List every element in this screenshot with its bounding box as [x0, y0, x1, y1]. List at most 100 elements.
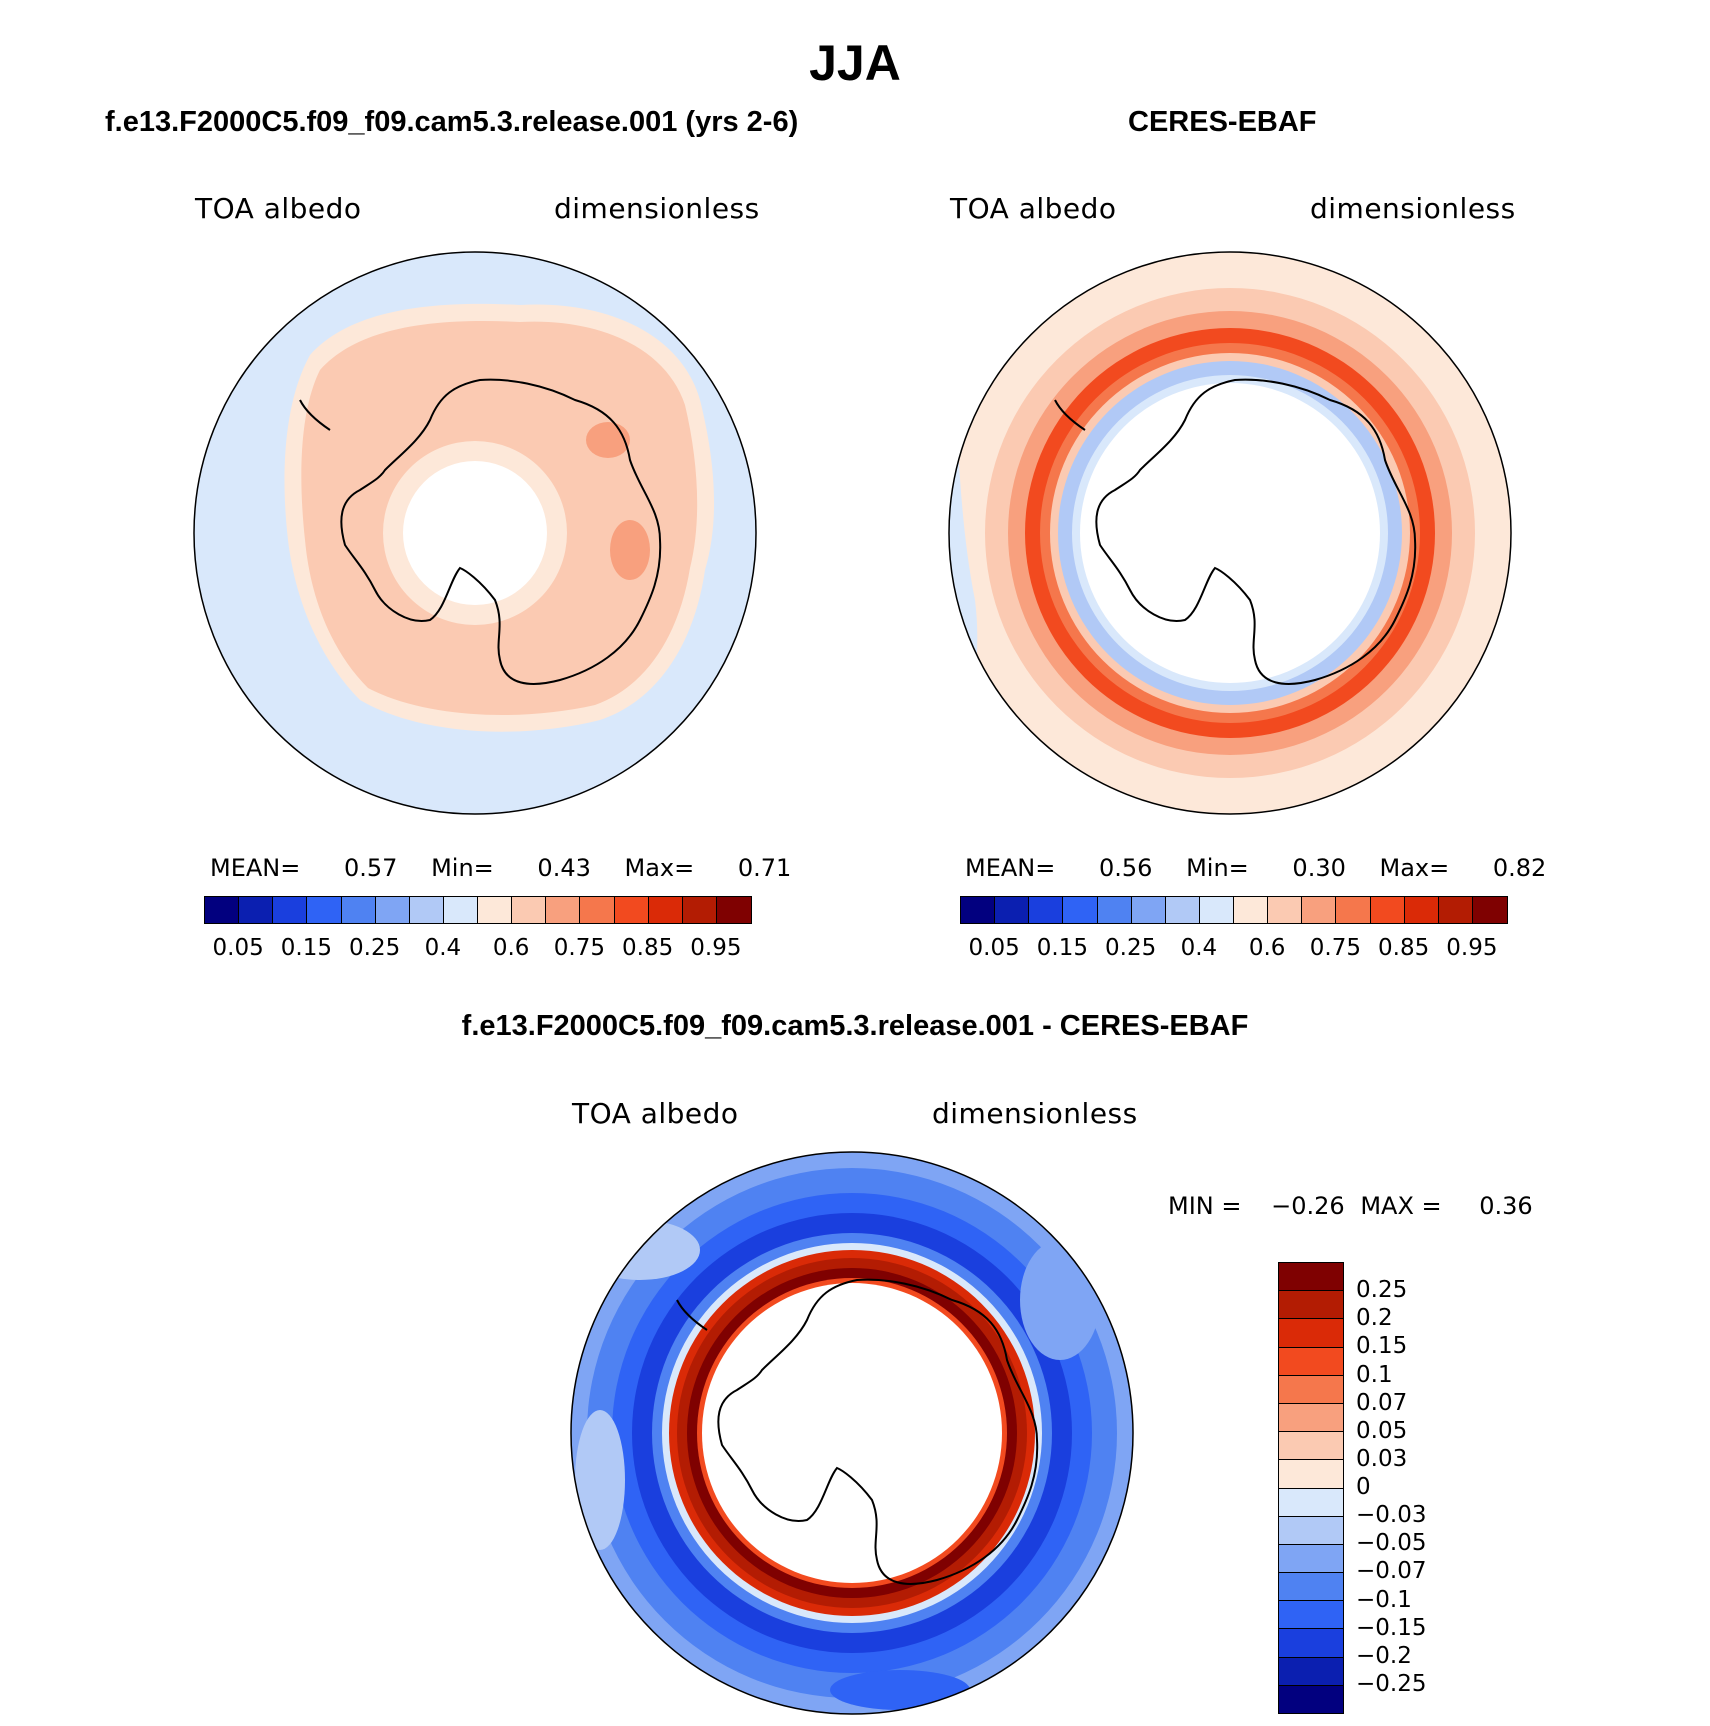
- panel-1-max-label: Max=: [624, 854, 695, 882]
- panel-1-colorbar-label: 0.05: [212, 935, 264, 961]
- panel-3-colorbar-swatch: [1279, 1432, 1343, 1461]
- panel-1-colorbar-swatch: [239, 897, 274, 923]
- panel-2-colorbar-label: 0.6: [1248, 935, 1286, 961]
- panel-1-colorbar-label: 0.85: [622, 935, 674, 961]
- panel-2-colorbar-label: 0.4: [1180, 935, 1218, 961]
- panel-3-colorbar: [1278, 1262, 1344, 1714]
- panel-3-colorbar-swatch: [1279, 1319, 1343, 1348]
- panel-2-colorbar-label: 0.85: [1378, 935, 1430, 961]
- panel-2-title: CERES-EBAF: [1128, 106, 1317, 138]
- panel-3-max-label: MAX =: [1360, 1192, 1442, 1220]
- panel-2-mean-label: MEAN=: [965, 854, 1056, 882]
- panel-3-colorbar-swatch: [1279, 1629, 1343, 1658]
- panel-1-colorbar-label: 0.25: [349, 935, 401, 961]
- panel-1-colorbar-swatch: [341, 897, 376, 923]
- panel-3-min-value: −0.26: [1271, 1192, 1345, 1220]
- panel-1-colorbar-label: 0.6: [492, 935, 530, 961]
- panel-2-colorbar-label: 0.75: [1309, 935, 1361, 961]
- panel-2-colorbar-swatch: [961, 897, 996, 923]
- panel-2-colorbar-swatch: [1404, 897, 1439, 923]
- panel-3-max-value: 0.36: [1479, 1192, 1533, 1220]
- panel-3-colorbar-label: 0.2: [1356, 1305, 1393, 1332]
- panel-3-colorbar-swatch: [1279, 1403, 1343, 1433]
- panel-2-max-value: 0.82: [1492, 854, 1547, 882]
- panel-3-colorbar-swatch: [1279, 1263, 1343, 1292]
- panel-2-colorbar-swatch: [1302, 897, 1337, 923]
- panel-1-mean-value: 0.57: [344, 854, 398, 882]
- panel-3-colorbar-label: 0.07: [1356, 1389, 1408, 1416]
- panel-3-colorbar-label: 0.03: [1356, 1445, 1408, 1472]
- panel-3-colorbar-swatch: [1279, 1375, 1343, 1404]
- panel-1-min-value: 0.43: [537, 854, 591, 882]
- panel-2-colorbar-labels: 0.05 0.15 0.25 0.4 0.6 0.75 0.85 0.95: [960, 935, 1506, 965]
- panel-2-colorbar-swatch: [1199, 897, 1234, 923]
- panel-2-colorbar-swatch: [1268, 897, 1303, 923]
- panel-2-min-label: Min=: [1186, 854, 1249, 882]
- panel-2-colorbar-swatch: [1165, 897, 1200, 923]
- panel-1-stats: MEAN= 0.57 Min= 0.43 Max= 0.71: [210, 854, 791, 882]
- panel-2-stats: MEAN= 0.56 Min= 0.30 Max= 0.82: [965, 854, 1546, 882]
- panel-3-colorbar-swatch: [1279, 1291, 1343, 1320]
- panel-2-colorbar-swatch: [1472, 897, 1507, 923]
- panel-3-stats: MIN = −0.26 MAX = 0.36: [1168, 1192, 1533, 1220]
- panel-2-mean-value: 0.56: [1099, 854, 1153, 882]
- panel-3-colorbar-label: 0.1: [1356, 1361, 1393, 1388]
- panel-3-colorbar-label: −0.15: [1356, 1614, 1427, 1641]
- panel-3-colorbar-swatch: [1279, 1573, 1343, 1602]
- panel-1-coastline: [299, 378, 662, 685]
- panel-2-colorbar-label: 0.95: [1446, 935, 1498, 961]
- panel-3-units-label: dimensionless: [932, 1097, 1138, 1130]
- panel-2-colorbar-swatch: [1438, 897, 1473, 923]
- panel-2-colorbar-swatch: [1336, 897, 1371, 923]
- panel-2-colorbar-swatch: [1131, 897, 1166, 923]
- panel-1-colorbar-swatch: [307, 897, 342, 923]
- figure-title: JJA: [809, 35, 901, 91]
- panel-1-colorbar-swatch: [648, 897, 683, 923]
- panel-1-colorbar-swatch: [512, 897, 547, 923]
- panel-1-colorbar-swatch: [614, 897, 649, 923]
- panel-3-colorbar-swatch: [1279, 1544, 1343, 1574]
- panel-2-colorbar: [960, 896, 1508, 924]
- panel-1-colorbar-swatch: [716, 897, 751, 923]
- panel-2-colorbar-swatch: [1234, 897, 1269, 923]
- panel-1-colorbar-swatch: [682, 897, 717, 923]
- panel-2-units-label: dimensionless: [1310, 192, 1516, 225]
- panel-3-title: f.e13.F2000C5.f09_f09.cam5.3.release.001…: [461, 1010, 1249, 1042]
- panel-2-max-label: Max=: [1379, 854, 1450, 882]
- panel-3-colorbar-label: 0.05: [1356, 1417, 1408, 1444]
- panel-3-min-label: MIN =: [1168, 1192, 1242, 1220]
- panel-1-colorbar-swatch: [273, 897, 308, 923]
- panel-1-colorbar-label: 0.4: [424, 935, 462, 961]
- panel-1-colorbar-swatch: [478, 897, 513, 923]
- panel-2-colorbar-label: 0.15: [1036, 935, 1088, 961]
- panel-3-colorbar-swatch: [1279, 1516, 1343, 1545]
- panel-2-colorbar-swatch: [1063, 897, 1098, 923]
- panel-2-colorbar-swatch: [1370, 897, 1405, 923]
- panel-3-colorbar-label: 0.25: [1356, 1277, 1408, 1304]
- panel-2-colorbar-label: 0.05: [968, 935, 1020, 961]
- panel-3-colorbar-label: −0.25: [1356, 1670, 1427, 1697]
- panel-1-mean-label: MEAN=: [210, 854, 301, 882]
- panel-3-colorbar-swatch: [1279, 1601, 1343, 1630]
- panel-3-colorbar-swatch: [1279, 1347, 1343, 1376]
- panel-2-colorbar-swatch: [995, 897, 1030, 923]
- panel-1-colorbar-label: 0.15: [280, 935, 332, 961]
- panel-1-colorbar-label: 0.95: [690, 935, 742, 961]
- panel-3-colorbar-label: 0.15: [1356, 1333, 1408, 1360]
- panel-2-coastline: [1054, 378, 1417, 685]
- panel-3-colorbar-label: −0.05: [1356, 1530, 1427, 1557]
- panel-3-variable-label: TOA albedo: [572, 1097, 739, 1130]
- panel-1-colorbar-swatch: [546, 897, 581, 923]
- panel-2-colorbar-swatch: [1029, 897, 1064, 923]
- panel-3-colorbar-swatch: [1279, 1460, 1343, 1489]
- panel-3-colorbar-swatch: [1279, 1657, 1343, 1686]
- panel-1-colorbar-swatch: [443, 897, 478, 923]
- panel-3-colorbar-label: 0: [1356, 1474, 1371, 1500]
- panel-2-colorbar-label: 0.25: [1105, 935, 1157, 961]
- panel-3-colorbar-label: −0.03: [1356, 1502, 1427, 1529]
- panel-1-title: f.e13.F2000C5.f09_f09.cam5.3.release.001…: [105, 106, 799, 138]
- panel-3-colorbar-label: −0.2: [1356, 1642, 1412, 1669]
